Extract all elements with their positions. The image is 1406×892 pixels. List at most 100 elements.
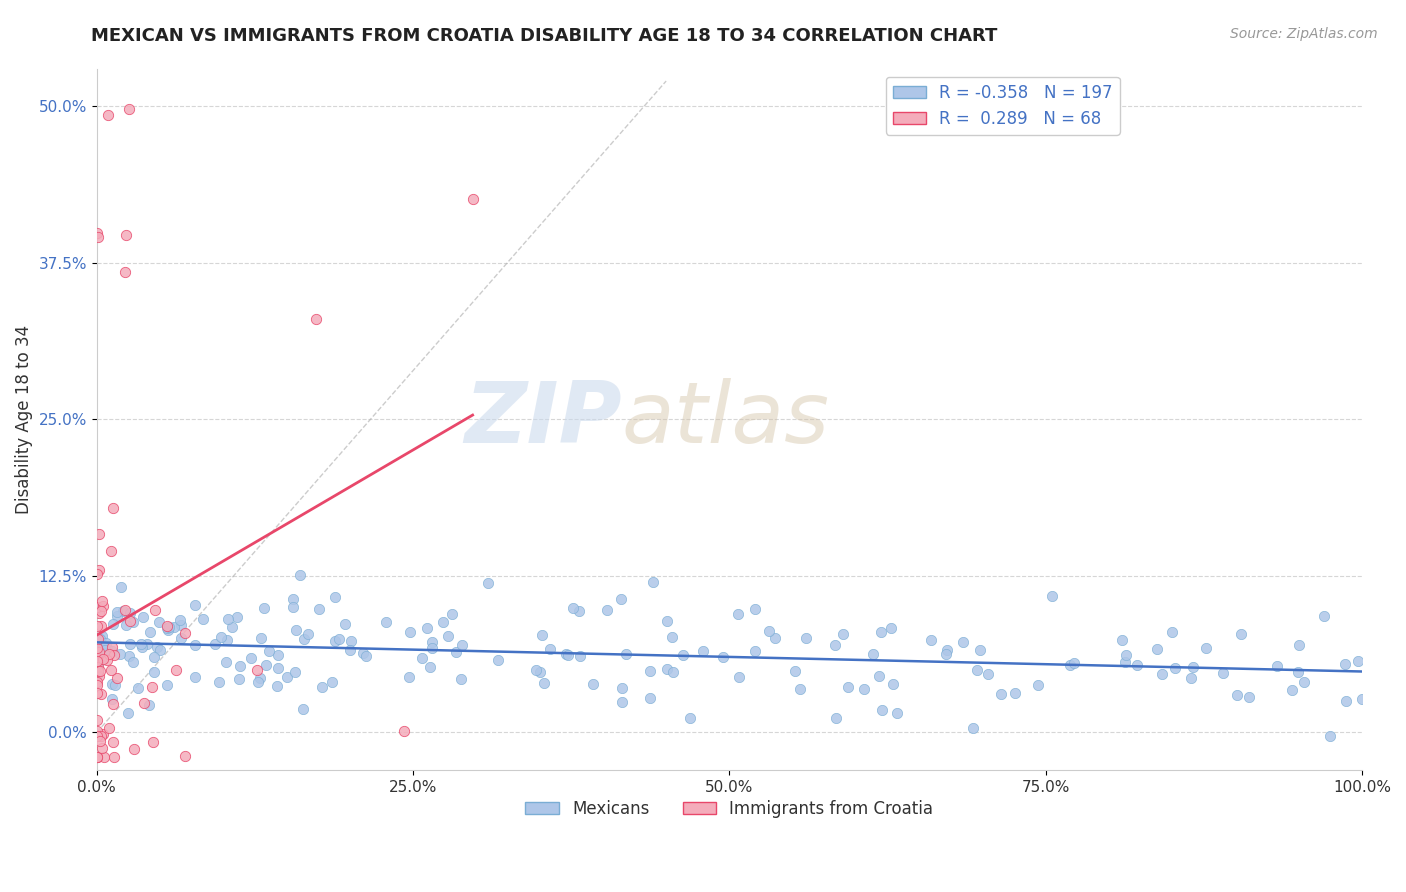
Point [323,634,346,648]
Point [86,713,108,727]
Point [568,604,591,618]
Point [292,632,315,646]
Point [728,670,751,684]
Point [1040,589,1063,603]
Point [157,620,180,634]
Point [127,681,149,696]
Point [935,643,957,657]
Point [246,663,269,677]
Point [692,644,714,658]
Point [610,591,633,606]
Point [976,666,998,681]
Point [136,637,159,651]
Point [86,750,108,764]
Point [97,108,120,122]
Point [311,680,333,694]
Point [281,600,304,615]
Point [1115,648,1137,662]
Point [100,663,122,677]
Point [477,576,499,591]
Point [104,678,127,692]
Point [96,636,118,650]
Point [744,602,766,616]
Point [638,691,661,706]
Point [117,706,139,720]
Point [1313,608,1336,623]
Point [1111,632,1133,647]
Point [419,660,441,674]
Point [1146,641,1168,656]
Point [1226,688,1249,702]
Point [90,594,112,608]
Point [610,695,633,709]
Point [254,658,277,673]
Point [87,665,110,679]
Point [93,643,115,657]
Point [444,645,467,659]
Point [143,603,166,617]
Point [184,670,207,684]
Point [1239,690,1261,704]
Point [285,623,308,637]
Point [91,741,114,756]
Point [1288,665,1310,679]
Point [411,650,433,665]
Point [114,265,136,279]
Point [89,632,111,646]
Point [157,623,180,637]
Point [170,632,193,646]
Point [524,663,547,677]
Point [86,723,108,738]
Point [226,609,249,624]
Point [662,665,685,679]
Point [86,654,108,668]
Point [966,663,988,677]
Point [86,750,108,764]
Point [1350,691,1372,706]
Point [554,648,576,662]
Point [114,603,136,617]
Point [354,649,377,664]
Point [115,227,138,242]
Text: atlas: atlas [621,377,830,461]
Point [86,750,108,764]
Point [557,648,579,662]
Point [86,656,108,670]
Point [832,627,855,641]
Point [655,662,678,676]
Point [103,648,125,663]
Point [86,641,108,656]
Point [862,647,884,661]
Point [100,640,122,654]
Point [253,601,276,615]
Point [96,640,118,655]
Point [184,598,207,612]
Point [1334,694,1357,708]
Point [1126,658,1149,673]
Point [308,602,330,616]
Point [170,617,193,632]
Y-axis label: Disability Age 18 to 34: Disability Age 18 to 34 [15,325,32,514]
Point [131,640,153,654]
Point [783,664,806,678]
Point [215,632,238,647]
Point [204,637,226,651]
Point [533,675,555,690]
Point [90,618,112,632]
Point [1160,625,1182,640]
Point [105,609,128,624]
Point [796,631,818,645]
Point [111,604,134,618]
Point [266,648,288,662]
Point [321,675,343,690]
Point [249,671,271,685]
Point [267,661,290,675]
Point [184,638,207,652]
Point [173,625,195,640]
Point [87,669,110,683]
Point [641,575,664,590]
Point [1319,729,1341,743]
Point [672,648,695,662]
Point [398,624,420,639]
Point [122,741,145,756]
